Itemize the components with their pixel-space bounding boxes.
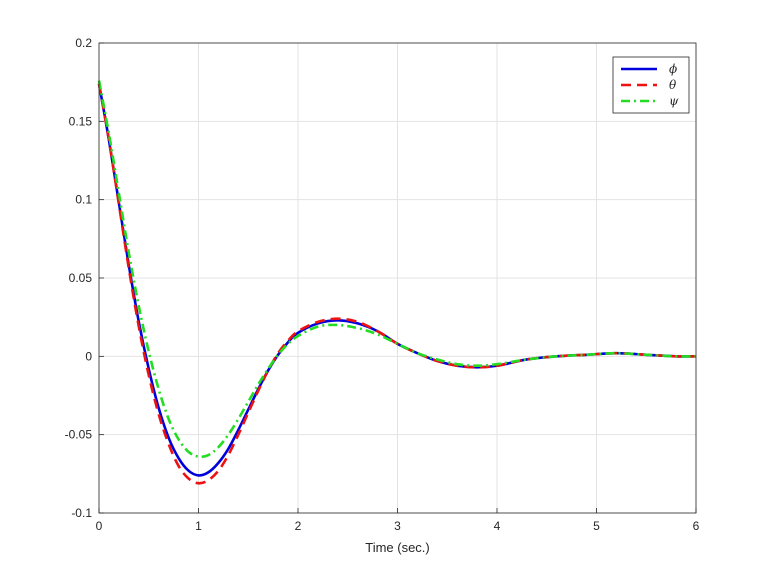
series-group: [97, 80, 697, 485]
y-tick-label: 0.2: [75, 36, 92, 50]
x-tick-label: 4: [494, 519, 501, 533]
x-tick-label: 5: [593, 519, 600, 533]
legend-label: ϕ: [669, 62, 677, 76]
y-tick-label: 0.1: [75, 193, 92, 207]
legend-label: θ: [669, 78, 677, 92]
series-line-1: [97, 83, 697, 485]
y-tick-label: -0.1: [71, 506, 92, 520]
series-line-2: [97, 80, 697, 459]
x-tick-label: 0: [96, 519, 103, 533]
legend: ϕθψ: [612, 56, 690, 114]
y-tick-label: 0: [85, 349, 92, 363]
x-tick-label: 3: [394, 519, 401, 533]
legend-label: ψ: [669, 94, 679, 108]
y-tick-label: -0.05: [65, 428, 93, 442]
x-tick-label: 6: [693, 519, 700, 533]
y-tick-label: 0.15: [69, 114, 93, 128]
ticks: 0 1 2 3 4 5 6 -0.1 -0.05 0 0.05 0.1 0.15 0.2: [65, 36, 700, 533]
x-tick-label: 2: [295, 519, 302, 533]
x-axis-label: Time (sec.): [365, 540, 430, 555]
x-tick-label: 1: [195, 519, 202, 533]
y-tick-label: 0.05: [69, 271, 93, 285]
